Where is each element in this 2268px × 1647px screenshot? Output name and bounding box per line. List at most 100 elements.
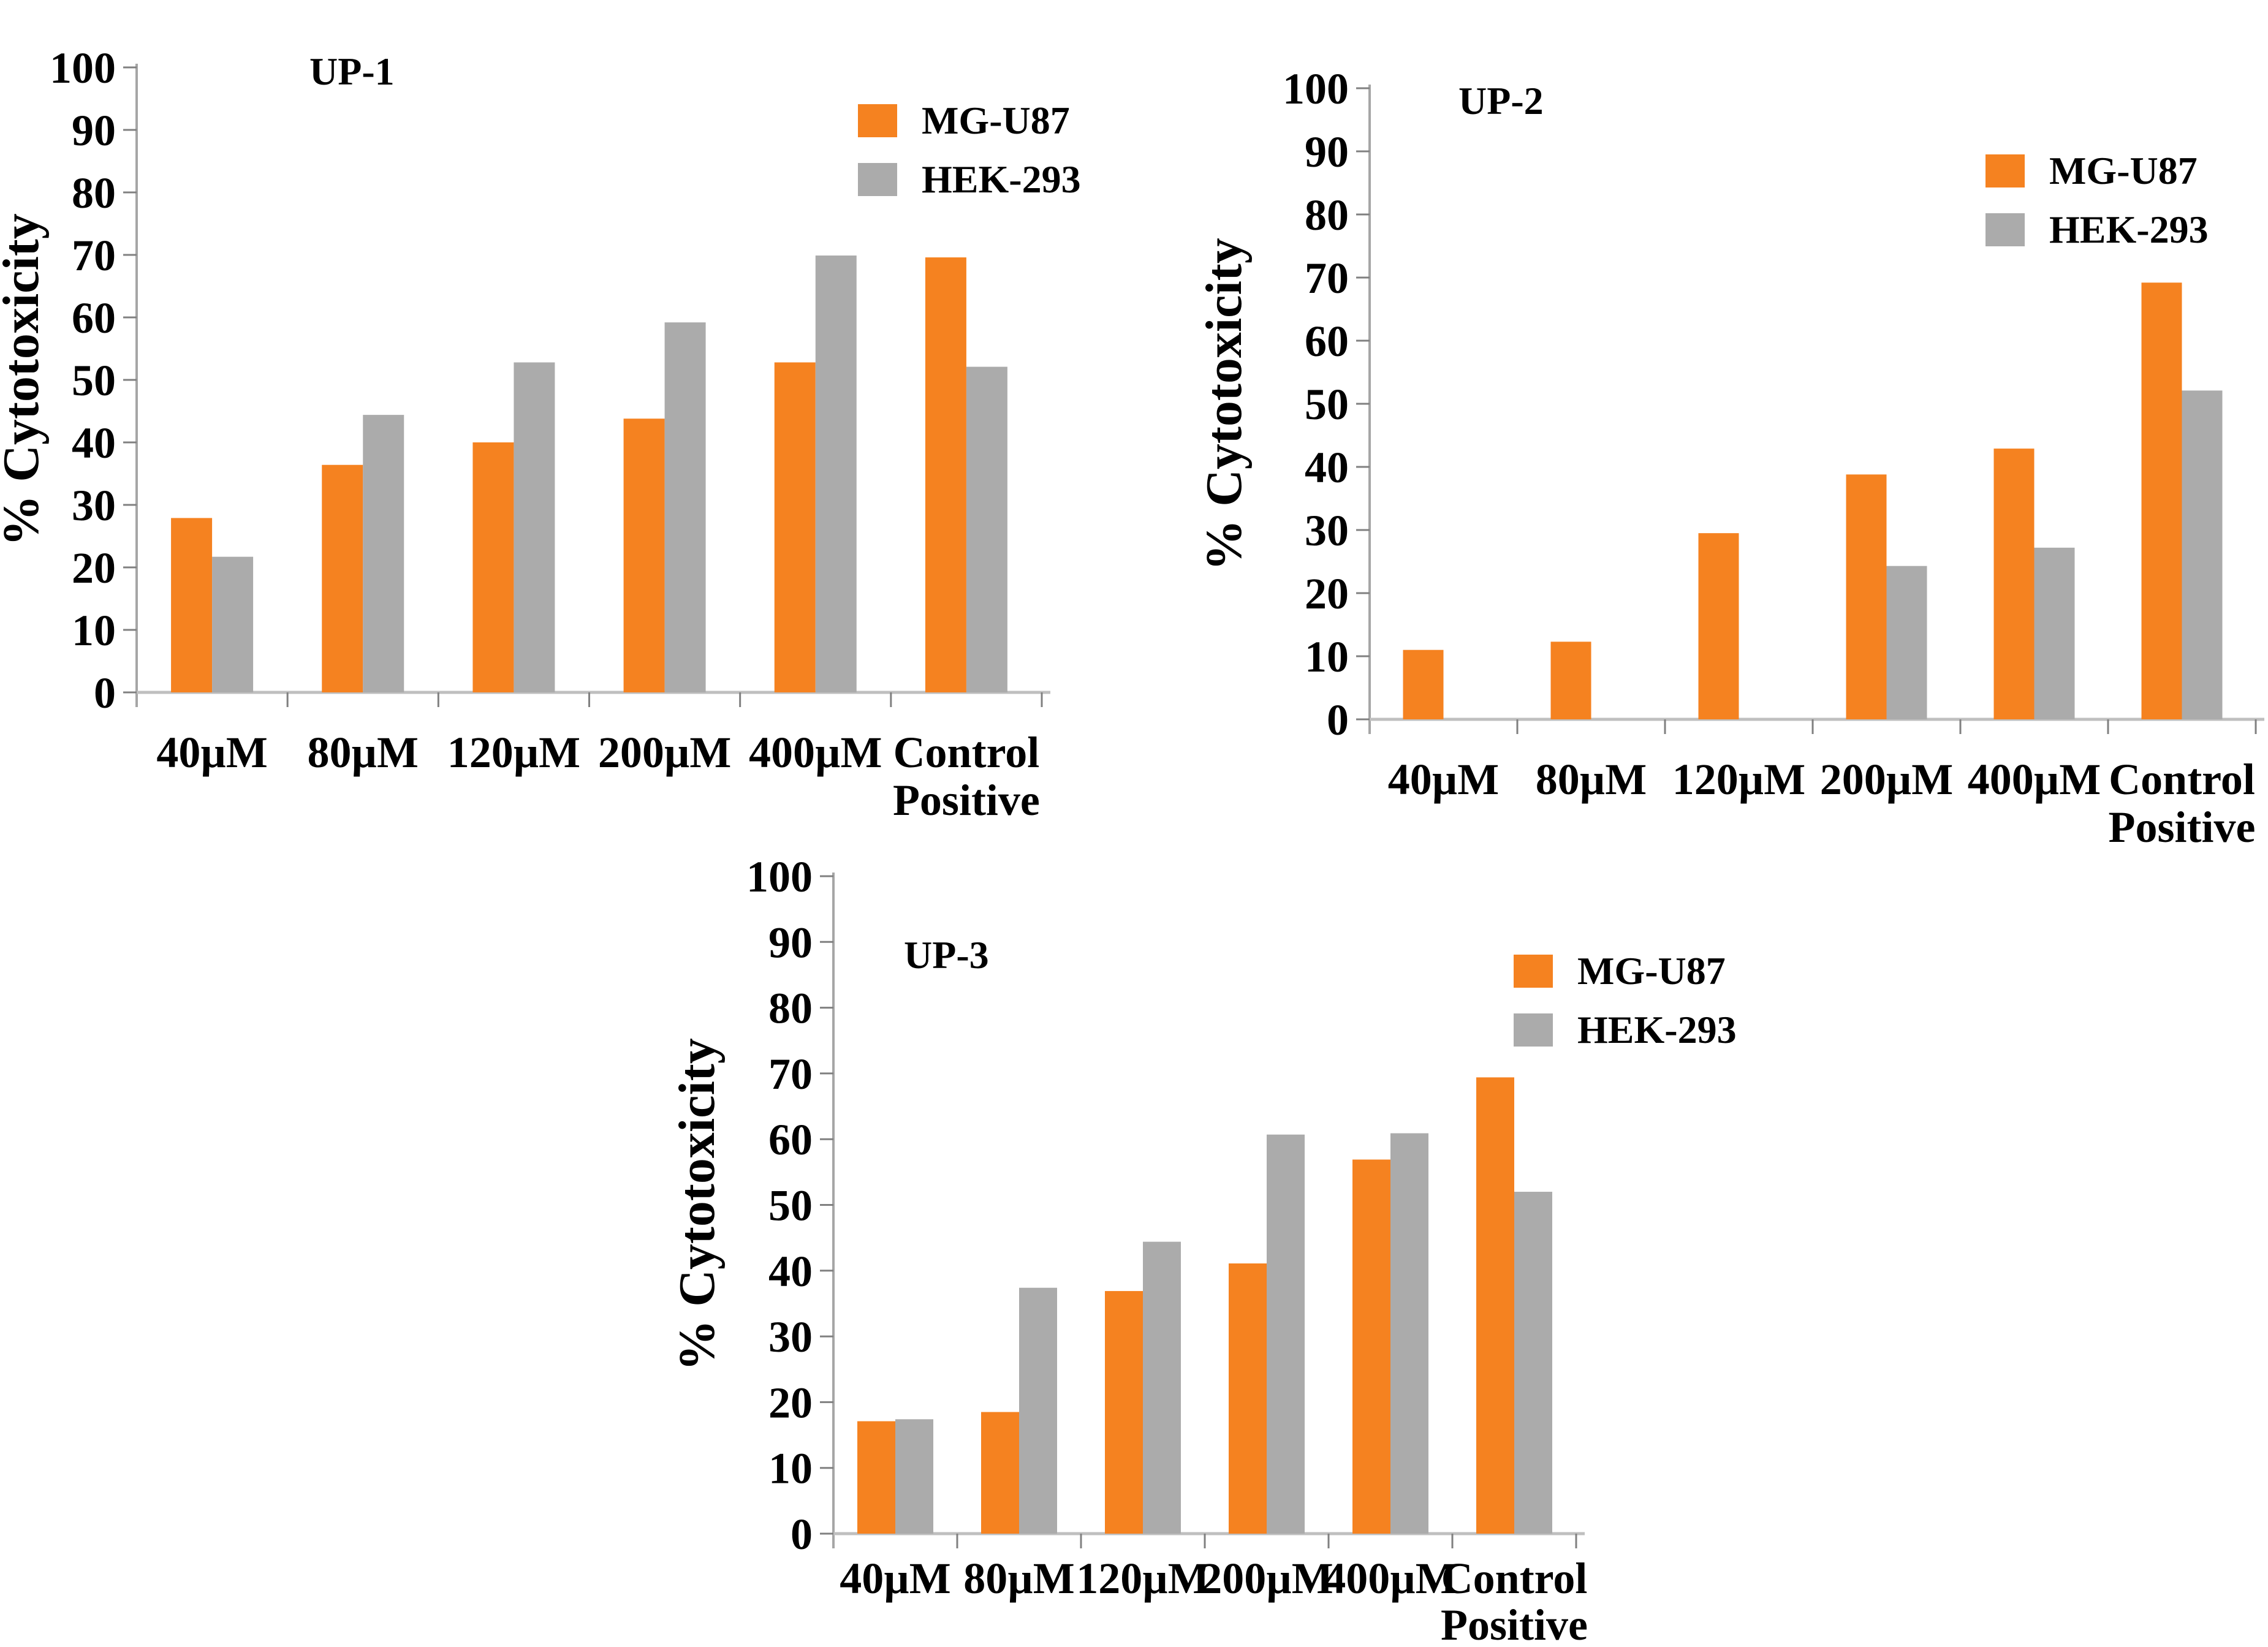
chart-up-3: 0 10 20 30 40 50 60 70 80 90 100 40µM 80µM 120µM200µM… [669,852,1737,1647]
bar-mg-u87-400-m [774,362,816,692]
chart-title: UP-1 [309,50,395,93]
legend-label-mg-u87: MG-U87 [2049,149,2198,192]
y-tick-label: 0 [94,668,116,717]
bar-hek-293-120-m [1143,1241,1181,1534]
x-category-label: Control [1441,1554,1588,1603]
chart-up-2: 0 10 20 30 40 50 60 70 80 90 100 40µM 80µM 120µM 200µM… [1196,64,2264,852]
y-tick-label: 30 [1305,506,1349,555]
x-category-label: 80µM [1536,755,1647,804]
bar-mg-u87-control-positive [2141,282,2182,719]
y-tick-label: 60 [1305,317,1349,366]
y-tick-label: 80 [768,984,813,1033]
bar-mg-u87-120-m [1698,533,1739,719]
y-tick-label: 40 [768,1247,813,1296]
bar-hek-293-control-positive [966,366,1007,692]
bar-mg-u87-80-m [981,1412,1019,1534]
x-category-label: 400µM [749,728,882,777]
y-tick-label: 100 [1283,64,1349,113]
y-tick-label: 90 [72,106,116,155]
bar-hek-293-40-m [212,556,254,692]
y-tick-label: 70 [768,1050,813,1099]
y-tick-label: 0 [791,1510,813,1559]
bar-mg-u87-control-positive [925,257,966,693]
x-category-label: 200µM [598,728,731,777]
x-category-label: 200µM [1820,755,1953,804]
y-tick-label: 70 [72,231,116,280]
bar-mg-u87-control-positive [1476,1077,1514,1534]
bar-mg-u87-200-m [1229,1263,1267,1534]
y-tick-label: 10 [72,606,116,655]
bar-hek-293-200-m [1267,1134,1305,1534]
y-tick-label: 40 [72,418,116,468]
y-tick-label: 70 [1305,254,1349,303]
y-axis-title: % Cytotoxicity [0,213,50,547]
y-tick-label: 60 [72,293,116,343]
x-category-label: Control [893,728,1040,777]
y-tick-label: 30 [768,1312,813,1361]
chart-title: UP-3 [904,933,989,977]
bar-hek-293-400-m [1390,1133,1428,1534]
bar-mg-u87-80-m [1550,642,1591,719]
bar-mg-u87-40-m [1403,649,1444,719]
x-category-label: 400µM [1968,755,2101,804]
y-axis-title: % Cytotoxicity [669,1038,726,1371]
x-category-label: Positive [1441,1600,1588,1647]
legend-label-mg-u87: MG-U87 [922,99,1070,142]
y-tick-label: 30 [72,481,116,530]
bar-hek-293-200-m [1886,566,1927,719]
x-category-label: 80µM [963,1554,1074,1603]
y-tick-label: 90 [1305,127,1349,176]
x-category-label: Positive [2109,803,2256,852]
bar-mg-u87-400-m [1993,449,2035,719]
y-tick-label: 40 [1305,443,1349,492]
legend-swatch-hek-293 [1514,1013,1553,1047]
y-tick-label: 10 [1305,632,1349,681]
bar-mg-u87-80-m [322,464,363,692]
y-tick-label: 60 [768,1115,813,1164]
y-tick-label: 10 [768,1444,813,1493]
bar-hek-293-120-m [514,362,555,692]
x-category-label: 40µM [156,728,267,777]
bar-mg-u87-200-m [1846,474,1887,719]
chart-up-1: 0 10 20 30 40 50 60 70 80 90 100 40µM 80µM 120µM 200µM… [0,44,1081,825]
x-category-label: Positive [893,776,1040,825]
x-category-label: 120µM [447,728,580,777]
y-tick-label: 80 [1305,191,1349,240]
legend-label-hek-293: HEK-293 [1577,1008,1737,1051]
x-category-label: 120µM [1672,755,1805,804]
x-category-label: 400µM [1324,1554,1457,1603]
bar-mg-u87-120-m [1105,1291,1143,1534]
x-category-label: 120µM [1076,1554,1209,1603]
x-category-label: Control [2109,755,2255,804]
bar-mg-u87-200-m [623,418,665,692]
bar-hek-293-control-positive [1514,1192,1552,1534]
bar-mg-u87-40-m [171,518,213,692]
x-category-label: 80µM [308,728,419,777]
legend-swatch-mg-u87 [1985,154,2025,187]
y-tick-label: 50 [768,1181,813,1230]
bar-hek-293-200-m [664,322,706,692]
bar-hek-293-40-m [895,1419,933,1534]
bar-hek-293-400-m [815,256,857,692]
y-tick-label: 0 [1327,695,1349,744]
y-tick-label: 90 [768,918,813,967]
legend-label-hek-293: HEK-293 [2049,208,2209,251]
y-tick-label: 20 [1305,569,1349,618]
bar-hek-293-control-positive [2182,390,2223,719]
bar-hek-293-400-m [2034,547,2075,719]
y-tick-label: 50 [72,356,116,405]
y-tick-label: 100 [50,44,116,93]
x-category-label: 200µM [1200,1554,1333,1603]
legend-swatch-mg-u87 [1514,955,1553,988]
y-tick-label: 20 [768,1378,813,1427]
legend-swatch-hek-293 [858,163,897,196]
chart-title: UP-2 [1458,79,1544,123]
y-tick-label: 80 [72,168,116,218]
x-category-label: 40µM [840,1554,950,1603]
y-tick-label: 20 [72,543,116,593]
legend-label-hek-293: HEK-293 [922,157,1081,201]
legend-swatch-hek-293 [1985,213,2025,246]
y-tick-label: 100 [746,852,813,901]
